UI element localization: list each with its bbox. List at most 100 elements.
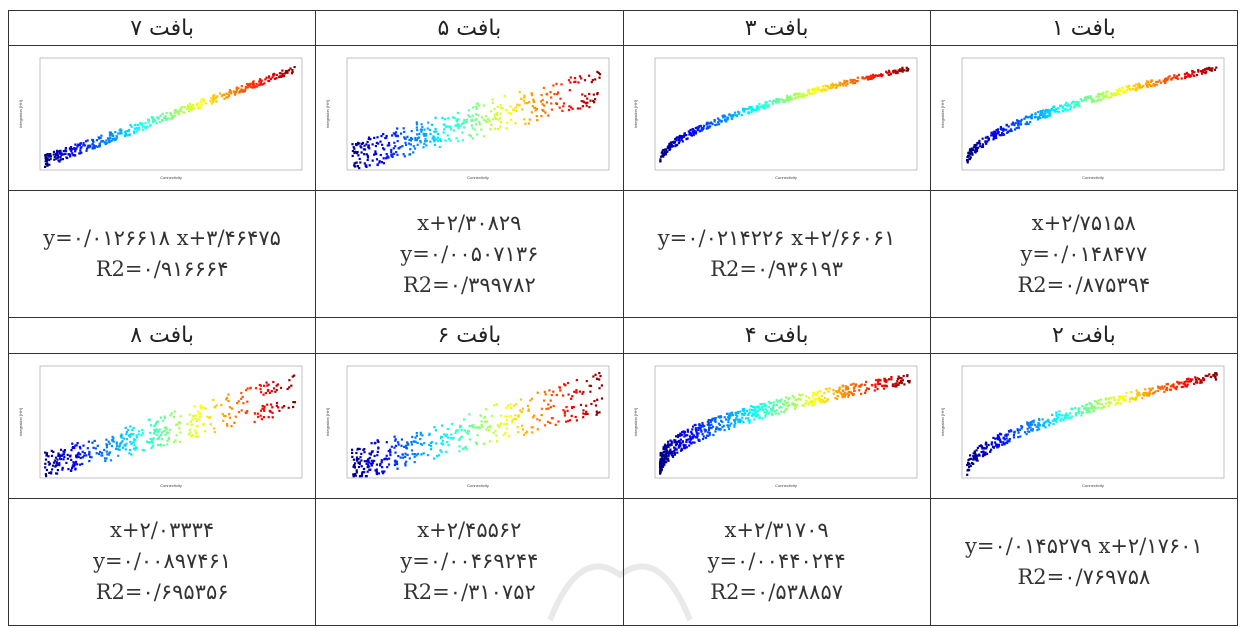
data-point <box>420 433 423 436</box>
data-point <box>403 445 406 448</box>
data-point <box>748 106 751 109</box>
data-point <box>189 103 192 106</box>
data-point <box>288 386 291 389</box>
data-point <box>702 125 705 128</box>
data-point <box>394 133 397 136</box>
data-point <box>1029 428 1033 432</box>
data-point <box>550 96 553 99</box>
data-point <box>91 147 94 150</box>
data-point <box>709 423 713 426</box>
data-point <box>223 98 226 101</box>
data-point <box>494 429 497 432</box>
data-point <box>278 76 281 79</box>
data-point <box>1020 427 1023 430</box>
data-point <box>427 127 430 130</box>
data-point <box>390 155 394 158</box>
scatter-plot: Integration [HH]Connectivity <box>940 365 1225 488</box>
data-point <box>125 133 128 136</box>
data-point <box>786 99 789 102</box>
data-point <box>409 148 412 151</box>
plot-cell: Integration [HH] Connectivity <box>7 45 317 192</box>
data-point <box>1079 98 1082 101</box>
data-point <box>781 402 784 405</box>
data-point <box>61 466 64 469</box>
data-point <box>248 83 251 86</box>
data-point <box>812 397 815 400</box>
data-point <box>689 430 692 433</box>
data-point <box>403 136 406 139</box>
data-point <box>589 390 592 393</box>
data-point <box>388 457 391 460</box>
data-point <box>419 437 422 441</box>
data-point <box>401 438 404 441</box>
data-point <box>869 74 872 78</box>
data-point <box>356 151 360 154</box>
data-point <box>824 85 827 88</box>
data-point <box>394 451 397 454</box>
data-point <box>966 463 970 466</box>
data-point <box>1204 72 1207 75</box>
data-point <box>132 426 135 429</box>
data-point <box>119 128 122 131</box>
data-point <box>402 456 405 459</box>
data-point <box>598 411 601 414</box>
data-point <box>1077 407 1080 410</box>
data-point <box>661 153 664 156</box>
data-point <box>775 408 778 412</box>
data-point <box>468 116 472 119</box>
data-point <box>973 457 977 461</box>
data-point <box>260 83 263 86</box>
data-point <box>122 446 125 449</box>
data-point <box>447 125 450 129</box>
data-point <box>118 448 121 451</box>
data-point <box>996 436 999 439</box>
data-point <box>86 147 89 151</box>
data-point <box>1118 93 1121 96</box>
data-point <box>673 145 677 148</box>
data-point <box>528 122 531 125</box>
data-point <box>984 141 987 144</box>
data-point <box>896 383 899 386</box>
data-point <box>705 434 708 437</box>
data-point <box>402 153 406 156</box>
data-point <box>834 87 837 90</box>
data-point <box>545 407 548 410</box>
data-point <box>137 124 140 127</box>
data-point <box>367 463 370 466</box>
data-point <box>455 137 459 140</box>
data-point <box>1015 127 1018 130</box>
data-point <box>714 430 717 433</box>
data-point <box>461 131 464 135</box>
data-point <box>166 439 169 442</box>
data-point <box>227 95 231 98</box>
data-point <box>1101 405 1104 408</box>
data-point <box>213 98 216 101</box>
data-point <box>798 95 801 98</box>
data-point <box>896 72 899 75</box>
data-point <box>129 433 132 437</box>
data-point <box>368 461 371 464</box>
data-point <box>76 145 79 148</box>
data-point <box>755 109 758 112</box>
data-point <box>531 397 534 400</box>
data-point <box>575 391 578 394</box>
data-point <box>1044 112 1047 115</box>
data-point <box>1143 388 1147 391</box>
data-point <box>666 458 669 462</box>
data-point <box>165 428 168 431</box>
data-point <box>51 454 54 457</box>
data-point <box>394 145 397 148</box>
data-point <box>48 462 52 465</box>
data-point <box>907 381 911 384</box>
data-point <box>487 118 490 121</box>
data-point <box>57 159 60 162</box>
data-point <box>133 130 136 133</box>
data-point <box>568 109 571 112</box>
data-point <box>1023 430 1027 434</box>
data-point <box>56 458 59 461</box>
data-point <box>1185 76 1188 79</box>
data-point <box>160 438 164 441</box>
data-point <box>517 415 520 418</box>
data-point <box>810 404 813 407</box>
data-point <box>1055 414 1058 417</box>
